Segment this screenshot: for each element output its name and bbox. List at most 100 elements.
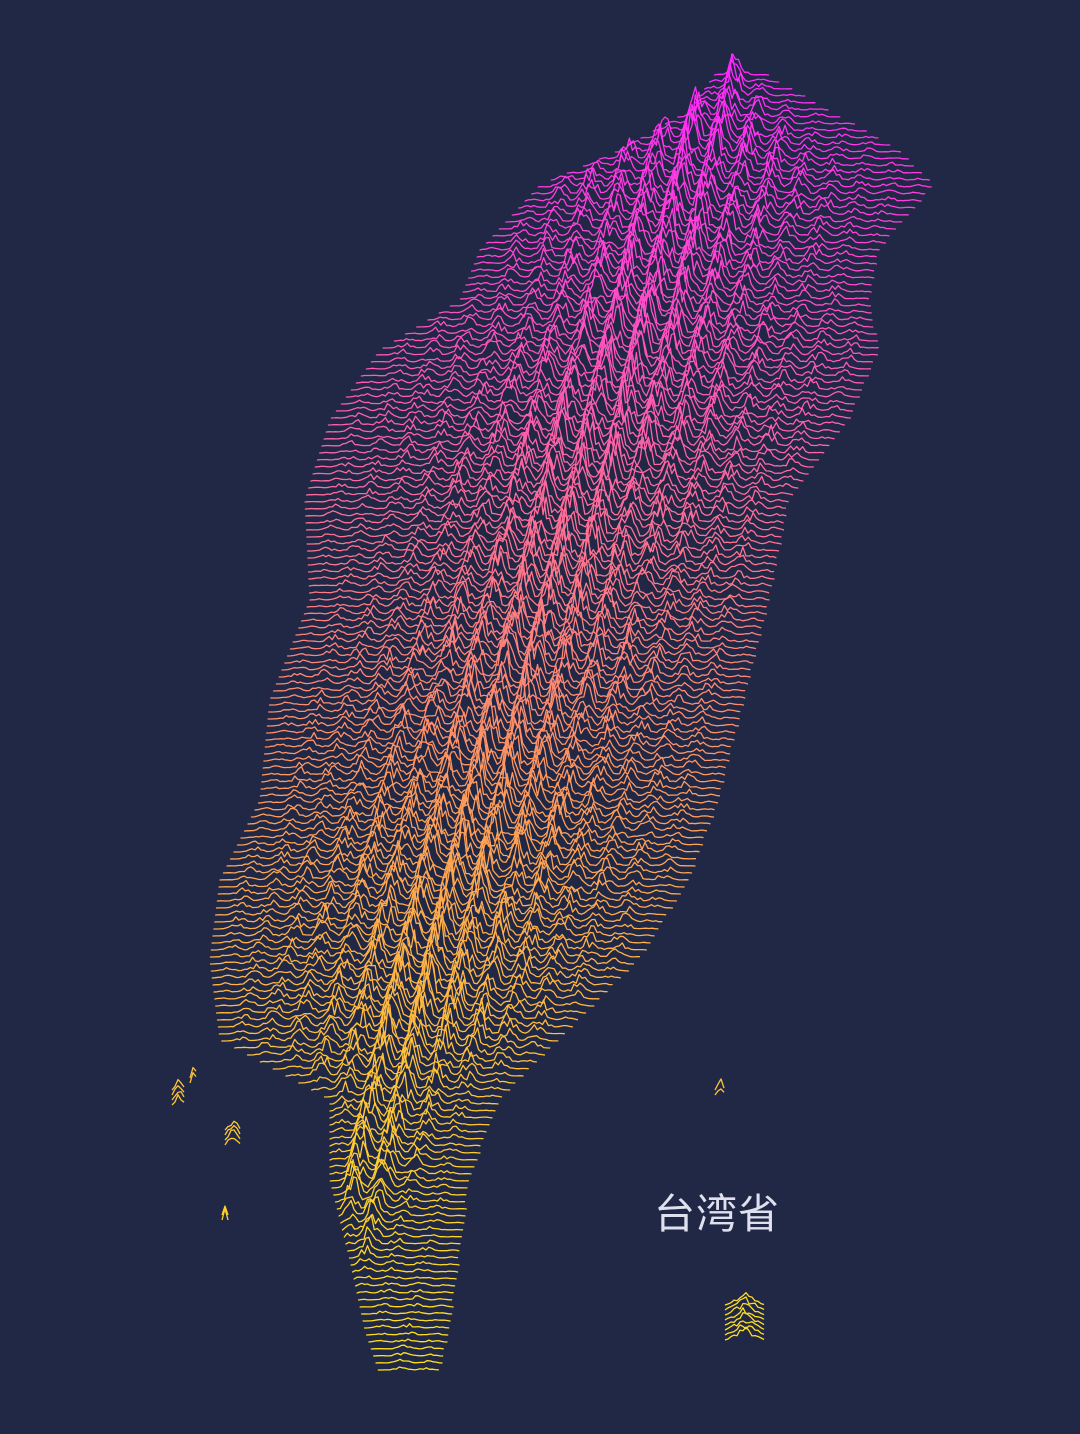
ridgeline <box>368 1338 448 1343</box>
islet-ridgeline <box>224 1129 241 1141</box>
ridgeline <box>353 1275 457 1280</box>
ridgeline <box>267 673 740 720</box>
ridgeline <box>356 1288 454 1294</box>
ridgeline <box>340 1198 465 1224</box>
ridgeline <box>531 162 926 195</box>
ridgeline <box>278 634 751 678</box>
ridgeline <box>329 1080 496 1112</box>
ridgeline <box>336 1189 467 1210</box>
ridgeline <box>348 1245 459 1259</box>
ridgeline <box>375 1358 443 1364</box>
ridgeline <box>259 763 721 797</box>
ridgeline <box>234 1008 551 1049</box>
ridgeline <box>307 536 775 573</box>
ridgeline <box>350 1258 460 1266</box>
ridgeline <box>370 1344 444 1350</box>
ridgeline <box>582 122 915 167</box>
islet-ridgeline <box>224 1120 241 1131</box>
map-label: 台湾省 <box>654 1190 780 1238</box>
ridgeline <box>462 256 872 293</box>
ridgeline <box>404 290 878 335</box>
ridgeline <box>210 908 647 951</box>
ridgeline <box>284 621 754 664</box>
ridgeline <box>354 1281 456 1287</box>
ridgeline <box>351 1265 459 1273</box>
ridgeline <box>262 725 726 769</box>
ridgeline <box>345 359 861 398</box>
ridgeline <box>468 239 875 279</box>
ridgeline <box>209 915 641 958</box>
ridgeline <box>240 794 704 839</box>
ridgeline <box>226 828 696 867</box>
islet-ridgeline <box>714 1088 725 1096</box>
ridgeline <box>316 417 820 461</box>
islet-ridgeline <box>724 1292 765 1306</box>
ridgeline <box>375 317 879 356</box>
ridgeline <box>298 594 762 629</box>
ridgeline <box>312 429 809 475</box>
ridgeline <box>377 1366 439 1371</box>
ridgeline <box>329 1140 475 1168</box>
ridgeline <box>311 1053 511 1091</box>
ridgeline <box>329 1107 484 1140</box>
ridgeline <box>335 371 854 412</box>
ridgeline <box>340 371 856 405</box>
offshore-islets <box>171 1066 765 1341</box>
ridgeline <box>362 1317 451 1322</box>
ridgeline <box>214 952 600 1000</box>
ridgeline <box>310 440 804 482</box>
ridgeline <box>209 922 635 965</box>
ridgeline <box>323 398 835 440</box>
elevation-ridgelines <box>209 53 932 1371</box>
ridgeline <box>365 329 872 370</box>
islet-ridgeline <box>724 1312 765 1326</box>
ridgeline <box>347 1236 460 1252</box>
ridgeline <box>213 950 608 993</box>
ridgeline <box>261 737 725 783</box>
ridgeline <box>266 683 740 727</box>
islet-ridgeline <box>221 1205 229 1216</box>
ridgeline <box>473 227 878 265</box>
ridgeline <box>373 1352 444 1357</box>
ridgeline <box>268 663 745 706</box>
islet-ridgeline <box>189 1066 197 1079</box>
ridgeline <box>261 731 726 776</box>
islet-ridgeline <box>714 1078 725 1091</box>
ridgeline <box>329 1101 487 1133</box>
ridgeline <box>247 781 711 825</box>
ridgeline <box>416 289 874 328</box>
ridgeline <box>305 478 787 517</box>
islet-ridgeline <box>724 1320 765 1331</box>
islet-ridgeline <box>724 1326 765 1341</box>
ridgeline <box>216 984 579 1021</box>
ridgeline <box>229 816 697 860</box>
ridgeline <box>259 1031 537 1063</box>
ridgeline <box>314 431 814 468</box>
ridgeline <box>325 394 840 433</box>
islet-ridgeline <box>221 1207 229 1221</box>
islet-ridgeline <box>171 1085 185 1096</box>
ridgeline <box>304 458 789 503</box>
ridgeline <box>704 53 793 90</box>
ridgeline <box>217 994 574 1028</box>
ridgeline <box>640 100 879 139</box>
islet-ridgeline <box>224 1124 241 1136</box>
ridgeline <box>211 940 621 979</box>
ridgeline <box>286 611 757 657</box>
ridgeline <box>476 218 877 258</box>
ridgeline <box>360 1310 453 1315</box>
ridgeline <box>219 849 689 881</box>
ridgeline <box>306 507 782 545</box>
ridgeline <box>360 337 870 377</box>
ridgeline <box>652 94 867 132</box>
ridgeline <box>321 407 830 447</box>
ridgeline <box>343 1214 462 1238</box>
islet-ridgeline <box>171 1094 185 1106</box>
ridgeline <box>598 118 910 160</box>
ridgeline <box>221 1002 559 1042</box>
ridgeline <box>689 85 829 111</box>
ridgeline <box>357 1295 453 1301</box>
ridgeline <box>272 646 746 692</box>
